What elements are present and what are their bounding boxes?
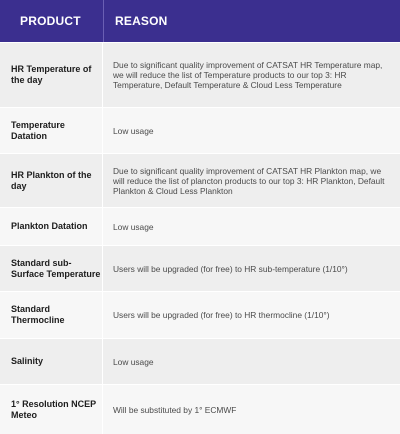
- product-cell: HR Temperature of the day: [0, 43, 103, 107]
- product-name: HR Plankton of the day: [11, 169, 92, 191]
- reason-cell: Users will be upgraded (for free) to HR …: [104, 246, 400, 291]
- table-row: HR Plankton of the day Due to significan…: [0, 153, 400, 207]
- reason-text: Low usage: [113, 221, 154, 232]
- table-row: Temperature Datation Low usage: [0, 107, 400, 153]
- reason-text: Low usage: [113, 356, 154, 367]
- product-cell: Temperature Datation: [0, 108, 103, 153]
- reason-cell: Due to significant quality improvement o…: [104, 43, 400, 107]
- product-cell: Salinity: [0, 339, 103, 384]
- reason-cell: Low usage: [104, 339, 400, 384]
- table-row: Standard sub-Surface Temperature Users w…: [0, 245, 400, 291]
- product-name: Salinity: [11, 356, 44, 366]
- table-header: PRODUCT REASON: [0, 0, 400, 42]
- reason-cell: Will be substituted by 1° ECMWF: [104, 385, 400, 434]
- table-row: 1° Resolution NCEP Meteo Will be substit…: [0, 384, 400, 434]
- product-name: HR Temperature of the day: [11, 64, 92, 85]
- table-row: Salinity Low usage: [0, 338, 400, 384]
- reason-text: Due to significant quality improvement o…: [113, 60, 383, 90]
- reason-text: Users will be upgraded (for free) to HR …: [113, 310, 330, 320]
- product-name: Plankton Datation: [11, 221, 88, 231]
- product-cell: Plankton Datation: [0, 208, 103, 245]
- reason-text: Low usage: [113, 125, 154, 136]
- product-name: Standard Thermocline: [11, 304, 65, 325]
- product-name: 1° Resolution NCEP Meteo: [11, 398, 96, 420]
- product-cell: HR Plankton of the day: [0, 154, 103, 207]
- table-row: Standard Thermocline Users will be upgra…: [0, 291, 400, 338]
- product-cell: 1° Resolution NCEP Meteo: [0, 385, 103, 434]
- header-product: PRODUCT: [20, 14, 81, 28]
- reason-text: Users will be upgraded (for free) to HR …: [113, 263, 348, 274]
- product-name: Standard sub-Surface Temperature: [11, 257, 101, 279]
- product-name: Temperature Datation: [11, 119, 65, 141]
- header-divider: [103, 0, 104, 42]
- product-cell: Standard sub-Surface Temperature: [0, 246, 103, 291]
- table-row: HR Temperature of the day Due to signifi…: [0, 42, 400, 107]
- reason-cell: Low usage: [104, 208, 400, 245]
- reason-text: Due to significant quality improvement o…: [113, 165, 385, 196]
- reason-text: Will be substituted by 1° ECMWF: [113, 404, 237, 415]
- reason-cell: Due to significant quality improvement o…: [104, 154, 400, 207]
- reason-cell: Users will be upgraded (for free) to HR …: [104, 292, 400, 338]
- reason-cell: Low usage: [104, 108, 400, 153]
- header-reason: REASON: [115, 14, 168, 28]
- table-row: Plankton Datation Low usage: [0, 207, 400, 245]
- product-cell: Standard Thermocline: [0, 292, 103, 338]
